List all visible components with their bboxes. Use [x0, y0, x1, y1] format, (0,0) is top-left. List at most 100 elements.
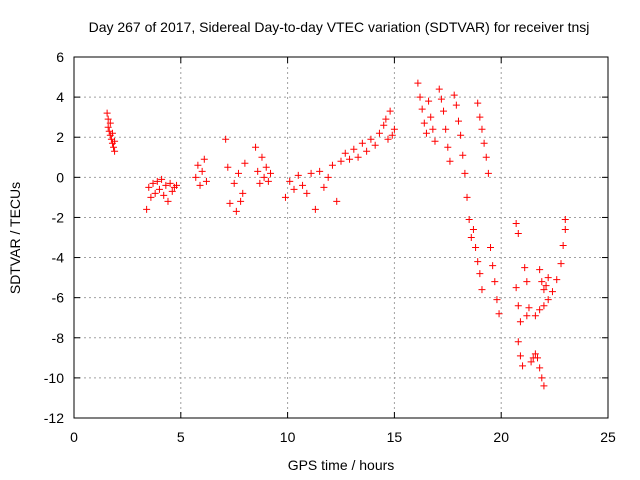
data-point — [544, 274, 552, 282]
data-point — [254, 167, 262, 175]
data-point — [290, 185, 298, 193]
data-point — [281, 193, 289, 201]
data-point — [514, 229, 522, 237]
data-point — [371, 141, 379, 149]
data-point — [446, 157, 454, 165]
data-point — [350, 145, 358, 153]
data-point — [559, 242, 567, 250]
data-point — [164, 197, 172, 205]
data-point — [425, 97, 433, 105]
x-tick-label: 20 — [493, 429, 509, 445]
y-tick-label: 2 — [56, 129, 64, 145]
chart-title: Day 267 of 2017, Sidereal Day-to-day VTE… — [89, 19, 590, 35]
data-point — [104, 115, 112, 123]
x-tick-label: 25 — [600, 429, 616, 445]
data-point — [194, 161, 202, 169]
data-point — [469, 225, 477, 233]
data-point — [538, 278, 546, 286]
data-point — [536, 364, 544, 372]
data-point — [256, 179, 264, 187]
data-point — [145, 183, 153, 191]
data-point — [540, 286, 548, 294]
grid-lines — [74, 57, 608, 418]
data-point — [427, 113, 435, 121]
data-point — [512, 219, 520, 227]
data-point — [540, 382, 548, 390]
data-point — [111, 137, 119, 145]
data-point — [531, 312, 539, 320]
data-point — [542, 282, 550, 290]
data-point — [328, 161, 336, 169]
data-point — [173, 181, 181, 189]
data-point — [311, 205, 319, 213]
data-point — [230, 179, 238, 187]
data-point — [155, 185, 163, 193]
data-point — [465, 215, 473, 223]
data-point — [162, 181, 170, 189]
data-point — [474, 99, 482, 107]
x-tick-label: 0 — [70, 429, 78, 445]
data-point — [527, 358, 535, 366]
data-point — [525, 304, 533, 312]
data-point — [484, 169, 492, 177]
data-point — [519, 362, 527, 370]
data-point — [358, 139, 366, 147]
data-point — [303, 189, 311, 197]
data-point — [386, 107, 394, 115]
data-point — [320, 183, 328, 191]
data-point — [467, 234, 475, 241]
data-point — [435, 85, 443, 93]
data-point — [382, 115, 390, 123]
data-point — [553, 276, 561, 284]
data-point — [478, 286, 486, 294]
data-point — [516, 352, 524, 360]
data-point — [476, 270, 484, 278]
data-point — [200, 155, 208, 163]
data-point — [538, 374, 546, 382]
data-point — [521, 264, 529, 272]
data-point — [149, 179, 157, 187]
data-point — [222, 135, 230, 143]
plot-frame — [73, 56, 609, 419]
data-point — [354, 153, 362, 161]
data-point — [363, 147, 371, 155]
data-point — [491, 278, 499, 286]
data-point — [267, 169, 275, 177]
data-point — [196, 181, 204, 189]
data-point — [106, 119, 114, 127]
axis-ticks — [73, 56, 609, 419]
data-point — [463, 193, 471, 201]
data-point — [239, 189, 247, 197]
data-point — [461, 169, 469, 177]
data-point — [514, 302, 522, 310]
data-point — [153, 177, 161, 185]
data-point — [160, 191, 168, 199]
data-point — [452, 101, 460, 109]
data-point — [534, 354, 542, 362]
data-point — [375, 129, 383, 137]
data-point — [544, 296, 552, 304]
x-tick-label: 5 — [177, 429, 185, 445]
data-point — [472, 244, 480, 252]
data-point — [380, 121, 388, 129]
data-point — [493, 296, 501, 304]
data-point — [232, 207, 240, 215]
data-point — [457, 131, 465, 139]
data-point — [111, 147, 119, 155]
data-point — [431, 137, 439, 145]
data-point — [444, 143, 452, 151]
data-point — [561, 225, 569, 233]
data-point — [480, 139, 488, 147]
data-point — [390, 125, 398, 133]
data-point — [482, 153, 490, 161]
data-point — [459, 151, 467, 159]
data-point — [514, 338, 522, 346]
data-point — [108, 129, 116, 137]
data-point — [416, 93, 424, 101]
data-point — [557, 260, 565, 268]
data-point — [294, 171, 302, 179]
y-axis-title: SDTVAR / TECUs — [7, 182, 23, 294]
data-point — [110, 143, 118, 151]
x-tick-label: 10 — [280, 429, 296, 445]
